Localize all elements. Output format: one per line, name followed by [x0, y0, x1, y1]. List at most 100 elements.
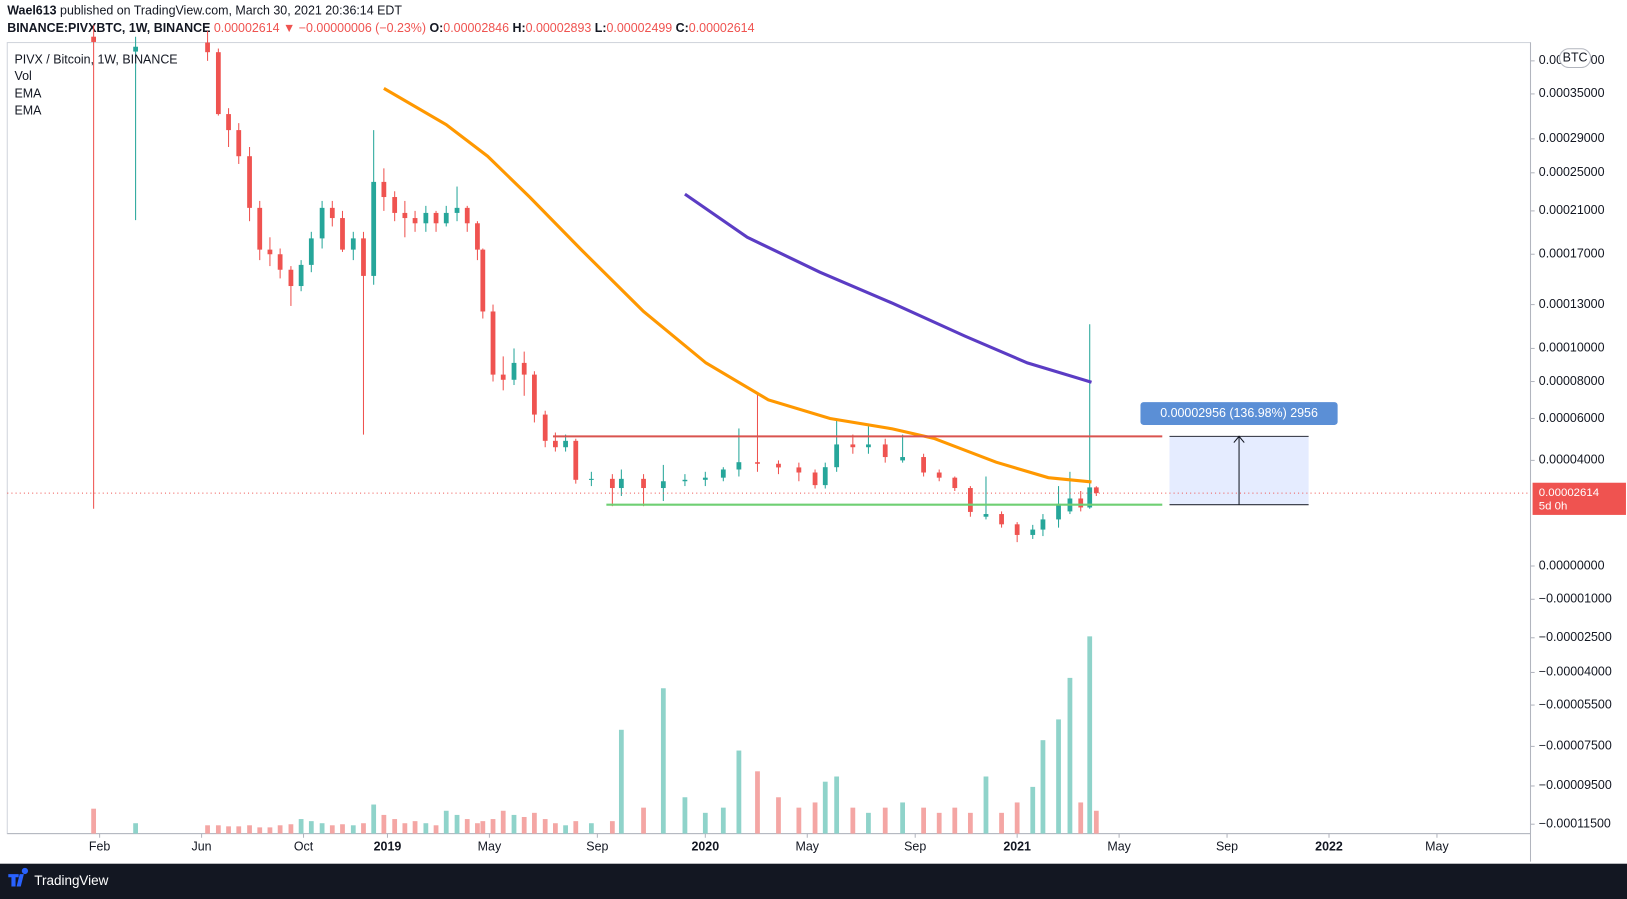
author: Wael613 [7, 4, 56, 18]
candle-body [490, 311, 496, 375]
candle-body [609, 478, 615, 489]
candle-body [776, 463, 781, 468]
ohlc-value: 0.00002846 [443, 21, 509, 35]
candle-body [834, 444, 840, 468]
candle-body [371, 181, 377, 276]
header-line-2: BINANCE:PIVXBTC, 1W, BINANCE 0.00002614 … [7, 21, 754, 35]
published: published on TradingView.com, March 30, … [60, 4, 402, 18]
legend-ema: EMA [15, 103, 43, 117]
volume-bar [443, 810, 449, 834]
ohlc-key: C: [676, 21, 689, 35]
volume-bar [660, 688, 666, 834]
candle-body [226, 114, 231, 131]
measure-label-bg [1140, 402, 1338, 425]
logo-icon [8, 867, 29, 887]
x-tick-label: May [796, 839, 820, 853]
candle-body [850, 444, 856, 448]
y-tick-label: 0.00013000 [1539, 297, 1605, 311]
candle-body [500, 374, 506, 380]
volume-bar [423, 823, 429, 834]
measure-arrowhead [1233, 435, 1245, 443]
candle-body [361, 238, 366, 276]
volume-bar [402, 823, 408, 834]
last-price-box [1532, 482, 1626, 515]
candle-body [1030, 529, 1036, 535]
volume-bar [834, 776, 840, 834]
candle-body [381, 181, 387, 198]
candle-body [1014, 524, 1020, 535]
volume-bar [433, 825, 439, 834]
volume-bar [247, 825, 252, 834]
volume-bar [1078, 802, 1084, 834]
volume-bar [812, 802, 818, 834]
candle-body [521, 362, 527, 375]
countdown-label: 5d 0h [1539, 501, 1568, 513]
candle-body [288, 269, 294, 287]
volume-bar [340, 824, 345, 834]
volume-bar [1040, 740, 1046, 834]
volume-bar [999, 812, 1004, 834]
candle-body [682, 479, 688, 482]
volume-bar [542, 819, 548, 834]
volume-bar [215, 825, 221, 834]
candle-body [882, 444, 888, 458]
volume-bar [329, 825, 335, 834]
volume-bar [720, 807, 726, 834]
x-tick-label: 2022 [1315, 839, 1343, 853]
ohlc-key: O: [429, 21, 443, 35]
volume-bar [1030, 786, 1036, 834]
candle-body [588, 478, 594, 480]
candle-body [1056, 503, 1061, 520]
volume-bar [392, 819, 398, 834]
candle-body [475, 223, 480, 250]
candle-body [542, 414, 548, 441]
candle-body [412, 218, 418, 224]
y-tick-label: 0.00025000 [1539, 165, 1605, 179]
volume-bar [532, 812, 537, 834]
volume-bar [133, 823, 138, 834]
volume-bar [882, 807, 888, 834]
volume-bar [490, 819, 496, 834]
volume-bar [1087, 636, 1093, 834]
y-tick-label: −0.00005500 [1539, 697, 1612, 711]
candle-body [236, 130, 242, 157]
candle-body [480, 249, 486, 312]
volume-bar [412, 821, 418, 834]
volume-bar [205, 825, 210, 834]
x-tick-label: Sep [1216, 839, 1238, 853]
volume-bar [464, 819, 470, 834]
candle-body [967, 488, 973, 512]
plot: 0.00002956 (136.98%) 2956 [7, 25, 1531, 834]
x-tick-label: Jun [192, 839, 212, 853]
candle-body [866, 444, 871, 448]
candle-body [298, 264, 304, 287]
candle-body [952, 477, 958, 489]
volume-bar [936, 812, 942, 834]
candle-body [423, 212, 429, 224]
y-tick-label: 0.00006000 [1539, 411, 1605, 425]
candle-body [443, 212, 449, 224]
volume-bar [500, 810, 506, 834]
volume-bar [480, 821, 486, 834]
y-tick-label: 0.00017000 [1539, 247, 1605, 261]
measure-label: 0.00002956 (136.98%) 2956 [1160, 406, 1318, 420]
y-tick-label: 0.00004000 [1539, 453, 1605, 467]
currency-label: BTC [1563, 50, 1588, 64]
candle-body [573, 440, 579, 480]
footer-brand[interactable]: TradingView [34, 873, 108, 888]
volume-bar [319, 823, 325, 834]
volume-bar [641, 807, 646, 834]
candle-body [822, 467, 828, 486]
candle-body [454, 207, 460, 213]
volume-bar [381, 814, 387, 834]
candle-body [702, 477, 708, 480]
ohlc-key: H: [512, 21, 525, 35]
x-tick-label: Feb [89, 839, 111, 853]
volume-bar [371, 804, 377, 834]
legend-main: PIVX / Bitcoin, 1W, BINANCE [15, 52, 178, 66]
y-tick-label: 0.00010000 [1539, 341, 1605, 355]
candle-body [921, 457, 926, 473]
volume-bar [563, 825, 568, 834]
